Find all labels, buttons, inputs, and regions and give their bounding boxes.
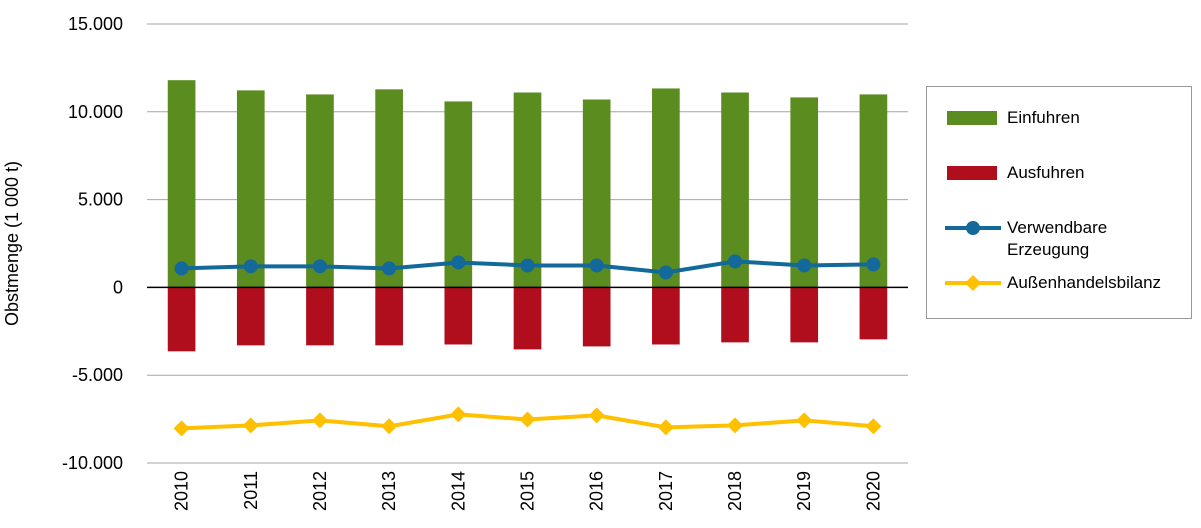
bar	[306, 287, 334, 346]
marker	[588, 407, 605, 424]
marker	[520, 258, 535, 273]
bar	[859, 287, 888, 340]
legend-entry: Ausfuhren	[945, 162, 1167, 184]
y-tick-label: -10.000	[62, 453, 123, 473]
y-tick-label: 15.000	[68, 14, 123, 34]
marker	[728, 254, 743, 269]
legend-label: Einfuhren	[1007, 108, 1080, 127]
bar	[582, 287, 611, 347]
x-tick-label: 2011	[241, 471, 261, 510]
y-tick-label: -5.000	[72, 365, 123, 385]
y-axis-label: Obstmenge (1 000 t)	[2, 161, 22, 326]
bar	[513, 287, 542, 350]
bar	[236, 287, 265, 346]
marker	[658, 265, 673, 280]
swatch-marker	[965, 275, 981, 291]
legend-label: Ausfuhren	[1007, 163, 1085, 182]
bar	[721, 287, 749, 343]
legend-swatch	[947, 111, 997, 125]
legend-label: Außenhandelsbilanz	[1007, 273, 1162, 292]
bar	[167, 80, 196, 288]
legend-entry: Einfuhren	[945, 107, 1167, 129]
y-tick-label: 5.000	[78, 190, 123, 210]
bar	[513, 92, 542, 288]
y-tick-label: 0	[113, 277, 123, 297]
marker	[657, 419, 674, 436]
x-tick-label: 2018	[725, 471, 745, 511]
marker	[797, 258, 812, 273]
bar	[582, 99, 611, 288]
bar	[652, 88, 680, 288]
legend: Einfuhren Ausfuhren Verwendbare Erzeugung A…	[926, 86, 1192, 319]
swatch-marker	[966, 221, 980, 235]
bar	[375, 89, 403, 288]
marker	[865, 418, 882, 435]
x-tick-label: 2013	[379, 471, 399, 511]
marker	[589, 258, 604, 273]
marker	[727, 417, 744, 434]
marker	[312, 259, 327, 274]
marker	[866, 257, 881, 272]
y-tick-label: 10.000	[68, 102, 123, 122]
bar	[375, 287, 403, 346]
bar	[306, 94, 334, 288]
legend-swatch	[945, 275, 1001, 291]
swatch	[947, 166, 997, 180]
x-tick-label: 2014	[448, 471, 468, 511]
bar	[444, 287, 473, 345]
bar	[790, 287, 819, 343]
bar	[859, 94, 888, 288]
bar	[790, 97, 819, 288]
marker	[242, 417, 259, 434]
marker	[796, 412, 813, 429]
marker	[173, 420, 190, 437]
legend-swatch	[947, 166, 997, 180]
x-tick-label: 2016	[587, 471, 607, 511]
marker	[382, 261, 397, 276]
swatch	[947, 111, 997, 125]
x-tick-label: 2019	[794, 471, 814, 511]
x-tick-label: 2020	[863, 471, 883, 511]
legend-entry: Verwendbare Erzeugung	[945, 217, 1167, 261]
legend-entry: Außenhandelsbilanz	[945, 272, 1167, 294]
x-tick-label: 2015	[518, 471, 538, 511]
bar	[167, 287, 196, 352]
marker	[450, 406, 467, 423]
marker	[174, 261, 189, 276]
legend-label: Verwendbare Erzeugung	[1007, 218, 1108, 259]
bar	[652, 287, 680, 345]
marker	[451, 255, 466, 270]
legend-swatch	[945, 221, 1001, 235]
x-tick-label: 2010	[172, 471, 192, 511]
marker	[243, 259, 258, 274]
marker	[381, 418, 398, 435]
x-tick-label: 2012	[310, 471, 330, 511]
bar	[236, 90, 265, 288]
marker	[311, 412, 328, 429]
x-tick-label: 2017	[656, 471, 676, 511]
marker	[519, 411, 536, 428]
